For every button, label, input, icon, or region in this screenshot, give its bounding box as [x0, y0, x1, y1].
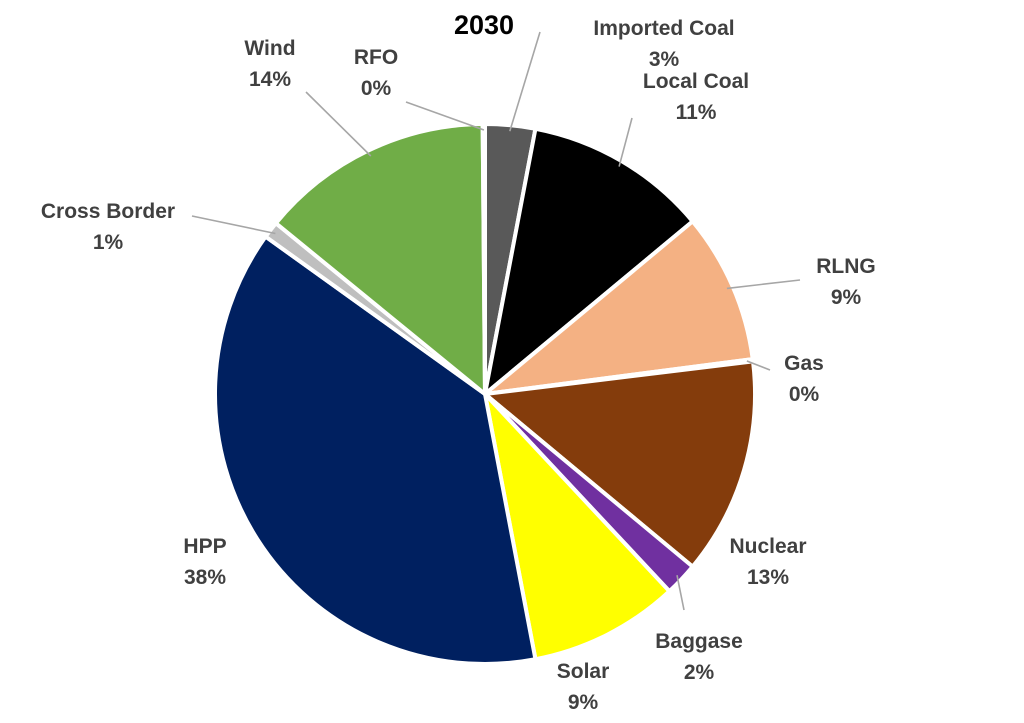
- label-value-rlng: 9%: [831, 286, 862, 309]
- label-gas: Gas 0%: [784, 352, 824, 406]
- label-name-rlng: RLNG: [816, 255, 876, 278]
- slice-rlng: [483, 219, 755, 396]
- label-local-coal: Local Coal 11%: [643, 70, 749, 124]
- label-value-wind: 14%: [249, 68, 291, 91]
- label-value-cross-border: 1%: [93, 231, 124, 254]
- label-cross-border: Cross Border 1%: [41, 200, 175, 254]
- label-imported-coal: Imported Coal 3%: [593, 17, 734, 71]
- label-value-nuclear: 13%: [747, 566, 789, 589]
- leader-line-baggase: [676, 575, 685, 611]
- leader-line-gas: [746, 360, 771, 371]
- leader-line-cross-border: [191, 215, 276, 235]
- label-rlng: RLNG 9%: [816, 255, 876, 309]
- leader-line-rfo: [405, 101, 485, 131]
- slice-solar: [483, 392, 672, 662]
- label-name-local-coal: Local Coal: [643, 70, 749, 93]
- label-name-wind: Wind: [244, 37, 295, 60]
- label-value-gas: 0%: [789, 383, 820, 406]
- label-name-baggase: Baggase: [655, 630, 743, 653]
- label-value-baggase: 2%: [684, 661, 715, 684]
- chart-title: 2030: [454, 10, 514, 40]
- slice-rfo: [480, 121, 487, 396]
- label-nuclear: Nuclear 13%: [729, 535, 806, 589]
- label-value-rfo: 0%: [361, 77, 392, 100]
- slice-local-coal: [483, 126, 695, 396]
- pie-slices: [213, 121, 757, 666]
- label-value-imported-coal: 3%: [649, 48, 680, 71]
- leader-line-wind: [305, 91, 372, 157]
- label-hpp: HPP 38%: [183, 535, 226, 589]
- label-value-local-coal: 11%: [676, 101, 717, 124]
- label-name-hpp: HPP: [183, 535, 226, 558]
- label-baggase: Baggase 2%: [655, 630, 743, 684]
- label-name-imported-coal: Imported Coal: [593, 17, 734, 40]
- label-name-cross-border: Cross Border: [41, 200, 175, 223]
- slice-hpp: [213, 234, 538, 666]
- label-wind: Wind 14%: [244, 37, 295, 91]
- label-rfo: RFO 0%: [354, 46, 398, 100]
- leader-lines: [191, 31, 801, 611]
- label-value-hpp: 38%: [184, 566, 226, 589]
- leader-line-rlng: [726, 279, 801, 290]
- label-name-nuclear: Nuclear: [729, 535, 806, 558]
- leader-line-local-coal: [618, 117, 633, 167]
- slice-wind: [273, 122, 487, 396]
- slice-nuclear: [483, 359, 757, 569]
- label-solar: Solar 9%: [557, 660, 610, 714]
- leader-line-imported-coal: [509, 31, 541, 132]
- label-name-rfo: RFO: [354, 46, 398, 69]
- label-value-solar: 9%: [568, 691, 599, 714]
- label-name-solar: Solar: [557, 660, 610, 683]
- slice-labels: Imported Coal 3%Local Coal 11% RLNG 9% Gas 0% N…: [41, 17, 876, 714]
- label-name-gas: Gas: [784, 352, 824, 375]
